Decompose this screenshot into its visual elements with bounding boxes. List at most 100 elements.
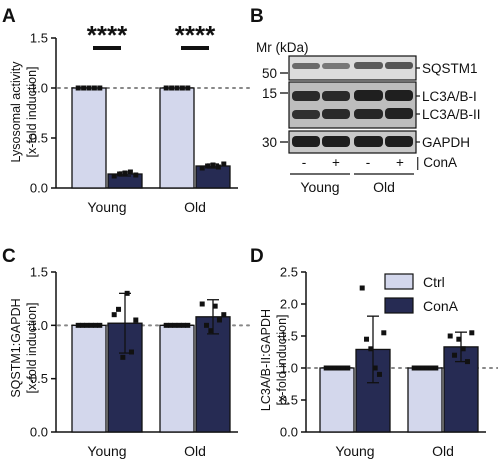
data-point <box>364 336 370 342</box>
blot-band-sqstm1: SQSTM1 <box>422 61 478 76</box>
data-point <box>340 365 346 371</box>
data-point <box>328 365 334 371</box>
data-point <box>199 301 205 307</box>
data-point <box>75 85 81 91</box>
y-tick-label: 1.5 <box>30 31 48 46</box>
significance-label: **** <box>175 20 216 50</box>
data-point <box>97 322 103 328</box>
data-point <box>345 365 351 371</box>
blot-lane-2: + <box>332 155 340 170</box>
category-label: Young <box>87 443 126 459</box>
data-point <box>323 365 329 371</box>
blot-marker-30: 30 <box>262 135 277 150</box>
data-point <box>452 352 458 358</box>
category-label: Old <box>432 443 454 459</box>
significance-label: **** <box>87 20 128 50</box>
chart-d-plot: 0.0 0.5 1.0 1.5 2.0 2.5 Young Old <box>280 265 498 459</box>
chart-c: SQSTM1:GAPDH [x-fold induction] 0.0 0.5 1.… <box>9 265 251 459</box>
data-point <box>169 85 175 91</box>
blot-marker-15: 15 <box>262 86 277 101</box>
category-label: Old <box>184 199 206 215</box>
chart-a-ylabel: Lysosomal activity <box>9 61 23 163</box>
data-point <box>456 336 462 342</box>
data-point <box>168 322 174 328</box>
data-point <box>460 346 466 352</box>
data-point <box>428 365 434 371</box>
data-point <box>128 349 134 355</box>
blot-marker-50: 50 <box>262 66 277 81</box>
blot-band-lc3-ii: LC3A/B-II <box>422 107 481 122</box>
data-point <box>210 162 216 168</box>
y-tick-label: 0.0 <box>30 181 48 196</box>
data-point <box>97 85 103 91</box>
data-point <box>424 365 430 371</box>
data-point <box>469 330 475 336</box>
legend-swatch-cona <box>384 297 414 314</box>
data-point <box>376 371 382 377</box>
data-point <box>221 312 227 318</box>
data-point <box>174 85 180 91</box>
data-point <box>185 85 191 91</box>
data-point <box>176 322 182 328</box>
legend-label-ctrl: Ctrl <box>423 274 445 290</box>
data-point <box>117 171 123 177</box>
data-point <box>75 322 81 328</box>
data-point <box>124 290 130 296</box>
chart-a-plot: 0.0 0.5 1.0 1.5 Young **** Old **** <box>30 20 251 215</box>
data-point <box>411 365 417 371</box>
bar <box>159 87 195 189</box>
data-point <box>215 164 221 170</box>
data-point <box>433 365 439 371</box>
y-tick-label: 0.0 <box>280 425 298 440</box>
y-tick-label: 2.5 <box>280 265 298 280</box>
data-point <box>92 322 98 328</box>
data-point <box>212 303 218 309</box>
data-point <box>172 322 178 328</box>
chart-d-ylabel2: [x-fold induction] <box>275 314 289 405</box>
panel-label-a: A <box>2 6 16 27</box>
bar <box>159 324 195 433</box>
data-point <box>185 322 191 328</box>
data-point <box>116 306 122 312</box>
chart-c-plot: 0.0 0.5 1.0 1.5 Young Old <box>30 265 251 459</box>
western-blot: Mr (kDa) 50 15 30 SQSTM1 LC3A/ <box>256 40 481 195</box>
chart-a-ylabel2: [x-fold induction] <box>25 66 39 157</box>
data-point <box>133 172 139 178</box>
category-label: Young <box>335 443 374 459</box>
blot-lane-4: + <box>396 155 404 170</box>
data-point <box>122 170 128 176</box>
data-point <box>416 365 422 371</box>
panel-label-c: C <box>2 246 16 267</box>
data-point <box>336 365 342 371</box>
category-label: Young <box>87 199 126 215</box>
blot-band-lc3-i: LC3A/B-I <box>422 89 477 104</box>
data-point <box>80 322 86 328</box>
data-point <box>205 163 211 169</box>
y-tick-label: 1.0 <box>280 361 298 376</box>
data-point <box>204 322 210 328</box>
data-point <box>133 317 139 323</box>
y-tick-label: 1.0 <box>30 318 48 333</box>
data-point <box>420 365 426 371</box>
chart-a: Lysosomal activity [x-fold induction] 0.… <box>9 20 251 215</box>
data-point <box>381 330 387 336</box>
data-point <box>163 322 169 328</box>
data-point <box>221 161 227 167</box>
blot-band-gapdh: GAPDH <box>422 135 470 150</box>
data-point <box>84 322 90 328</box>
blot-lane-3: - <box>366 155 371 170</box>
chart-d: LC3A/B-II:GAPDH [x-fold induction] 0.00.… <box>259 265 498 459</box>
category-label: Old <box>184 443 206 459</box>
panel-label-d: D <box>250 246 264 267</box>
y-tick-label: 1.5 <box>30 265 48 280</box>
chart-c-ylabel2: [x-fold induction] <box>25 302 39 393</box>
panel-label-b: B <box>250 6 264 27</box>
blot-panel-lc3 <box>288 81 417 129</box>
blot-mr-label: Mr (kDa) <box>256 40 309 55</box>
data-point <box>208 328 214 334</box>
chart-c-ylabel: SQSTM1:GAPDH <box>9 298 23 397</box>
bar <box>319 367 355 433</box>
data-point <box>111 173 117 179</box>
y-tick-label: 2.0 <box>280 297 298 312</box>
